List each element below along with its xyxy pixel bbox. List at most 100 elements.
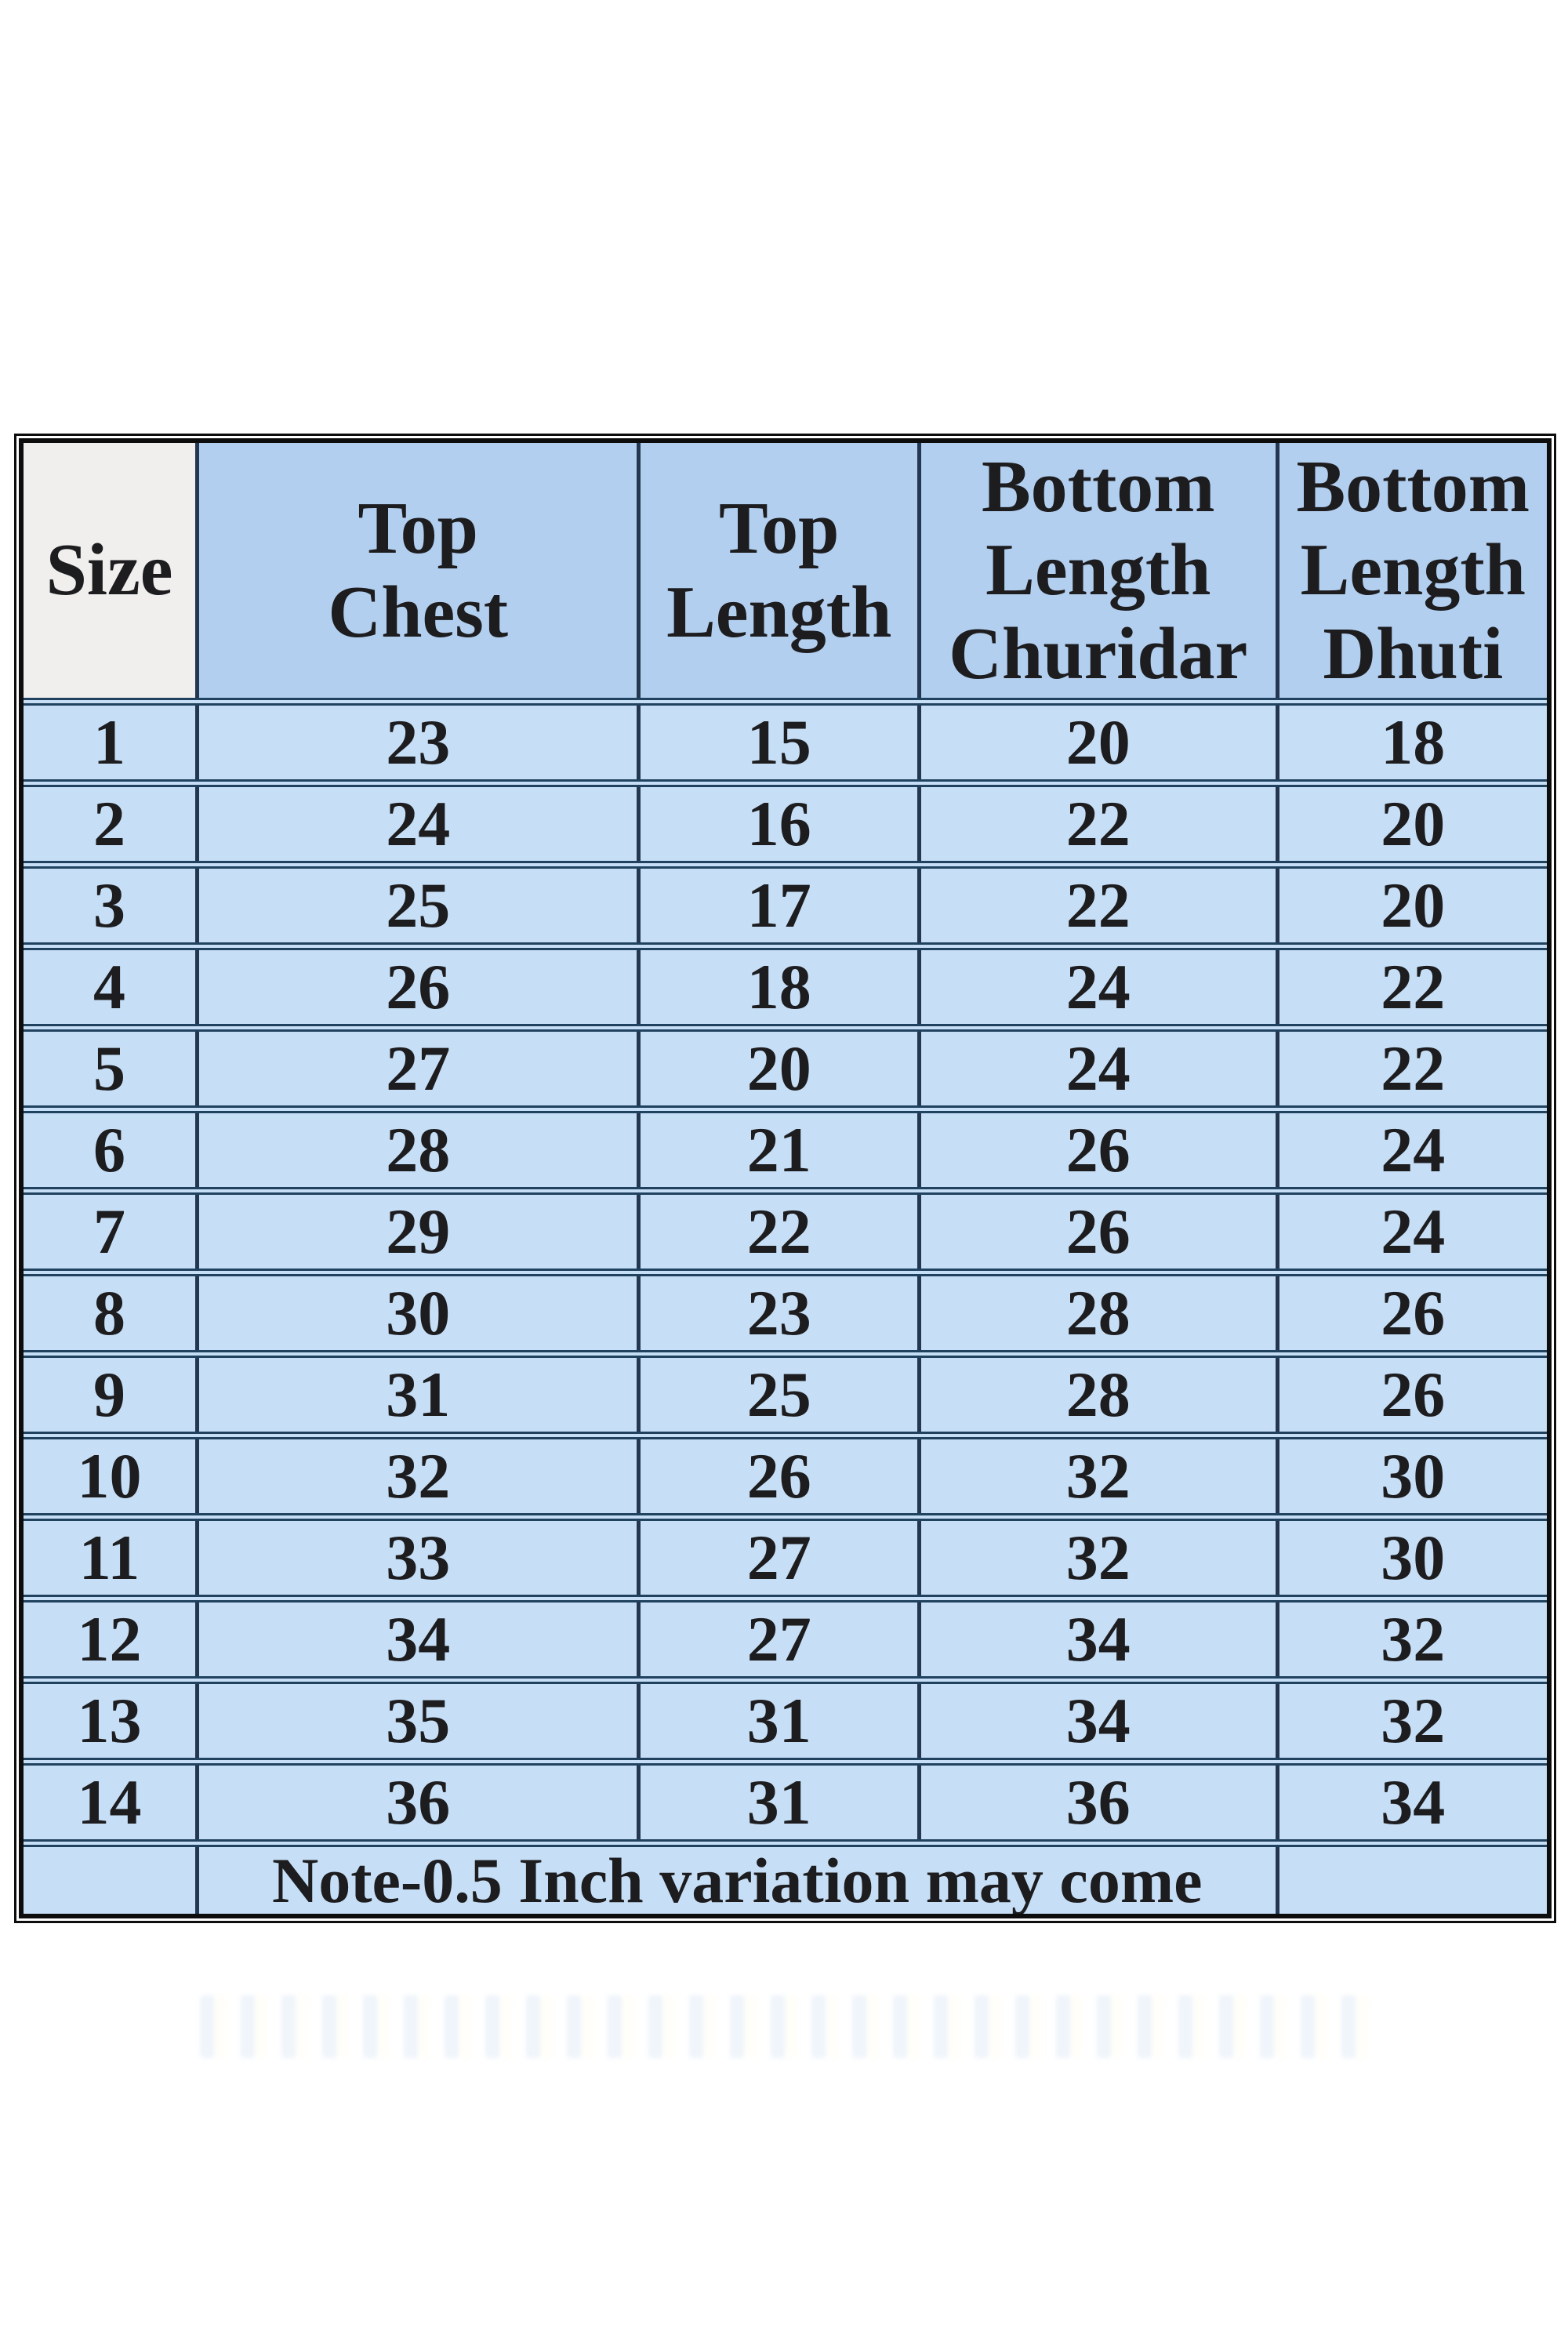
col-header-bottom-length-dhuti-label: Bottom Length Dhuti — [1296, 446, 1530, 695]
table-row: 6 28 21 26 24 — [24, 1105, 1547, 1191]
col-header-top-chest-label: Top Chest — [328, 488, 509, 653]
top-chest-cell: 36 — [194, 1758, 639, 1843]
top-chest-cell: 29 — [194, 1187, 639, 1272]
col-header-bottom-length-churidar-label: Bottom Length Churidar — [949, 446, 1248, 695]
bottom-length-churidar-cell: 24 — [916, 1024, 1278, 1109]
top-chest-cell: 30 — [194, 1269, 639, 1354]
top-chest-cell: 25 — [194, 861, 639, 946]
note-text: Note-0.5 Inch variation may come — [195, 1839, 1278, 1914]
table-row: 5 27 20 24 22 — [24, 1024, 1547, 1109]
size-cell: 6 — [24, 1105, 198, 1191]
bottom-length-churidar-cell: 34 — [916, 1595, 1278, 1680]
bottom-length-dhuti-cell: 24 — [1275, 1187, 1547, 1272]
bottom-length-dhuti-cell: 24 — [1275, 1105, 1547, 1191]
bottom-length-dhuti-cell: 22 — [1275, 1024, 1547, 1109]
bottom-length-dhuti-cell: 18 — [1275, 698, 1547, 783]
bottom-length-churidar-cell: 24 — [916, 942, 1278, 1028]
bottom-length-dhuti-cell: 30 — [1275, 1432, 1547, 1517]
size-cell: 11 — [24, 1513, 198, 1599]
size-cell: 12 — [24, 1595, 198, 1680]
bottom-length-churidar-cell: 22 — [916, 861, 1278, 946]
col-header-top-length-label: Top Length — [666, 488, 892, 653]
bottom-length-churidar-cell: 32 — [916, 1432, 1278, 1517]
table-row: 14 36 31 36 34 — [24, 1758, 1547, 1843]
table-row: 7 29 22 26 24 — [24, 1187, 1547, 1272]
bottom-length-churidar-cell: 28 — [916, 1269, 1278, 1354]
top-length-cell: 21 — [637, 1105, 920, 1191]
top-length-cell: 27 — [637, 1595, 920, 1680]
top-chest-cell: 28 — [194, 1105, 639, 1191]
table-row: 3 25 17 22 20 — [24, 861, 1547, 946]
top-length-cell: 31 — [637, 1676, 920, 1762]
note-row-empty-left-cell — [24, 1839, 198, 1914]
bottom-length-dhuti-cell: 20 — [1275, 779, 1547, 865]
table-frame: Size Top Chest Top Length Bottom Length … — [14, 434, 1556, 1923]
top-length-cell: 26 — [637, 1432, 920, 1517]
top-length-cell: 15 — [637, 698, 920, 783]
size-cell: 4 — [24, 942, 198, 1028]
size-cell: 10 — [24, 1432, 198, 1517]
top-chest-cell: 26 — [194, 942, 639, 1028]
bottom-length-churidar-cell: 26 — [916, 1187, 1278, 1272]
table-row: 13 35 31 34 32 — [24, 1676, 1547, 1762]
top-chest-cell: 24 — [194, 779, 639, 865]
size-cell: 5 — [24, 1024, 198, 1109]
size-cell: 9 — [24, 1350, 198, 1436]
top-length-cell: 31 — [637, 1758, 920, 1843]
bottom-length-dhuti-cell: 34 — [1275, 1758, 1547, 1843]
top-chest-cell: 27 — [194, 1024, 639, 1109]
bottom-length-churidar-cell: 26 — [916, 1105, 1278, 1191]
faint-artifact — [200, 1995, 1376, 2058]
top-length-cell: 23 — [637, 1269, 920, 1354]
bottom-length-dhuti-cell: 32 — [1275, 1676, 1547, 1762]
table-row: 2 24 16 22 20 — [24, 779, 1547, 865]
table-row: 1 23 15 20 18 — [24, 698, 1547, 783]
table-frame-inner: Size Top Chest Top Length Bottom Length … — [19, 438, 1552, 1918]
bottom-length-dhuti-cell: 22 — [1275, 942, 1547, 1028]
col-header-top-chest: Top Chest — [194, 443, 639, 702]
col-header-bottom-length-dhuti: Bottom Length Dhuti — [1275, 443, 1547, 702]
bottom-length-churidar-cell: 22 — [916, 779, 1278, 865]
top-chest-cell: 32 — [194, 1432, 639, 1517]
bottom-length-churidar-cell: 20 — [916, 698, 1278, 783]
size-cell: 3 — [24, 861, 198, 946]
col-header-top-length: Top Length — [637, 443, 920, 702]
size-chart-table: Size Top Chest Top Length Bottom Length … — [24, 443, 1547, 1914]
bottom-length-dhuti-cell: 32 — [1275, 1595, 1547, 1680]
bottom-length-dhuti-cell: 20 — [1275, 861, 1547, 946]
size-cell: 2 — [24, 779, 198, 865]
header-row: Size Top Chest Top Length Bottom Length … — [24, 443, 1547, 702]
bottom-length-dhuti-cell: 26 — [1275, 1269, 1547, 1354]
top-length-cell: 25 — [637, 1350, 920, 1436]
table-row: 8 30 23 28 26 — [24, 1269, 1547, 1354]
note-row-empty-right-cell — [1275, 1839, 1547, 1914]
bottom-length-dhuti-cell: 30 — [1275, 1513, 1547, 1599]
bottom-length-churidar-cell: 34 — [916, 1676, 1278, 1762]
col-header-size: Size — [24, 443, 198, 702]
top-chest-cell: 33 — [194, 1513, 639, 1599]
table-row: 9 31 25 28 26 — [24, 1350, 1547, 1436]
top-length-cell: 22 — [637, 1187, 920, 1272]
size-cell: 14 — [24, 1758, 198, 1843]
top-chest-cell: 34 — [194, 1595, 639, 1680]
top-chest-cell: 23 — [194, 698, 639, 783]
top-length-cell: 27 — [637, 1513, 920, 1599]
top-length-cell: 20 — [637, 1024, 920, 1109]
size-cell: 7 — [24, 1187, 198, 1272]
top-chest-cell: 31 — [194, 1350, 639, 1436]
size-cell: 8 — [24, 1269, 198, 1354]
bottom-length-churidar-cell: 28 — [916, 1350, 1278, 1436]
size-cell: 1 — [24, 698, 198, 783]
col-header-bottom-length-churidar: Bottom Length Churidar — [916, 443, 1278, 702]
table-row: 4 26 18 24 22 — [24, 942, 1547, 1028]
top-length-cell: 18 — [637, 942, 920, 1028]
top-chest-cell: 35 — [194, 1676, 639, 1762]
table-row: 10 32 26 32 30 — [24, 1432, 1547, 1517]
top-length-cell: 16 — [637, 779, 920, 865]
bottom-length-churidar-cell: 36 — [916, 1758, 1278, 1843]
table-row: 11 33 27 32 30 — [24, 1513, 1547, 1599]
size-cell: 13 — [24, 1676, 198, 1762]
table-row: 12 34 27 34 32 — [24, 1595, 1547, 1680]
bottom-length-churidar-cell: 32 — [916, 1513, 1278, 1599]
